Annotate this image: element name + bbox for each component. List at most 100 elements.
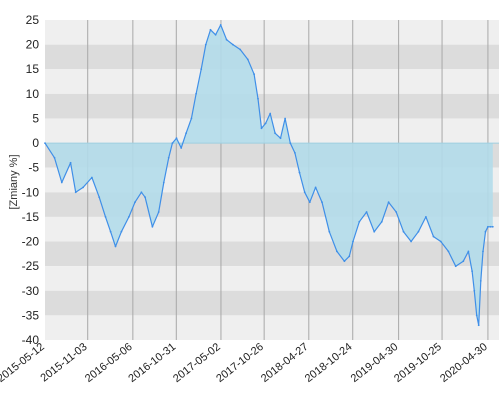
grid-band [45, 93, 499, 119]
data-point [303, 191, 306, 194]
data-point [157, 211, 160, 213]
data-point [417, 230, 420, 233]
data-point [144, 196, 147, 199]
data-point [246, 58, 249, 61]
data-point [214, 33, 217, 36]
data-point [162, 181, 165, 184]
y-tick-label: -40 [22, 333, 40, 347]
data-point [190, 117, 193, 120]
y-tick-label: 20 [26, 38, 40, 52]
data-point [98, 196, 101, 199]
data-point [82, 186, 84, 189]
data-point [489, 225, 492, 228]
data-point [380, 220, 383, 223]
y-tick-label: -5 [28, 161, 39, 175]
x-axis: 2015-05-122015-11-032016-05-062016-10-31… [0, 341, 490, 385]
x-tick-label: 2020-04-30 [438, 341, 490, 385]
x-tick-label: 2017-05-02 [171, 341, 223, 385]
data-point [373, 230, 376, 233]
series-area [45, 24, 493, 326]
data-point [454, 265, 457, 268]
x-tick-label: 2015-11-03 [38, 341, 89, 385]
data-point [358, 220, 361, 223]
data-point [447, 250, 450, 253]
y-tick-label: -15 [22, 210, 40, 224]
data-point [151, 225, 154, 228]
y-tick-label: 15 [26, 62, 40, 76]
data-point [425, 216, 427, 218]
x-tick-label: 2016-05-06 [83, 341, 135, 385]
data-point [471, 270, 473, 272]
data-point [328, 230, 331, 233]
data-point [53, 156, 56, 159]
data-point [167, 156, 170, 159]
x-tick-label: 2019-10-25 [392, 341, 444, 385]
x-tick-label: 2019-04-30 [349, 341, 401, 385]
data-point [279, 137, 282, 140]
data-point [175, 137, 178, 140]
x-tick-label: 2015-05-12 [0, 341, 47, 385]
data-point [348, 255, 351, 258]
data-point [260, 127, 263, 130]
y-tick-label: -10 [22, 185, 40, 199]
data-point [127, 216, 130, 218]
data-point [336, 250, 338, 253]
grid-band [45, 266, 499, 291]
data-point [74, 191, 77, 194]
data-point [314, 186, 317, 189]
y-tick-label: -35 [22, 308, 40, 322]
data-point [140, 191, 143, 194]
data-point [69, 161, 72, 164]
data-point [289, 142, 292, 145]
data-point [225, 38, 228, 41]
data-point [467, 250, 470, 253]
data-point [185, 132, 188, 135]
grid-band [45, 290, 499, 316]
y-axis-label: [Zmiany %] [8, 154, 20, 209]
data-point [195, 92, 198, 95]
data-point [321, 201, 323, 204]
data-point [232, 43, 234, 46]
data-point [120, 230, 123, 233]
y-tick-label: 5 [32, 111, 39, 125]
data-point [204, 43, 207, 46]
data-point [473, 289, 476, 292]
y-tick-label: 0 [32, 136, 39, 150]
x-tick-label: 2016-10-31 [126, 341, 178, 385]
data-point [410, 240, 412, 243]
data-point [60, 181, 63, 184]
data-point [104, 216, 107, 218]
data-point [209, 28, 212, 31]
y-tick-label: 25 [26, 13, 40, 27]
data-point [308, 201, 311, 204]
data-point [387, 201, 390, 204]
data-point [432, 235, 435, 238]
data-point [269, 112, 272, 115]
data-point [109, 230, 112, 233]
data-point [253, 73, 256, 76]
data-point [395, 211, 398, 213]
data-point [264, 122, 267, 125]
data-point [491, 225, 494, 228]
data-point [171, 142, 174, 145]
data-point [44, 142, 46, 145]
y-tick-label: -20 [22, 235, 40, 249]
data-point [239, 48, 242, 51]
y-tick-label: -25 [22, 259, 40, 273]
y-axis: 25 20 15 10 5 0 -5 -10 -15 -20 -25 -30 -35 -40 [22, 13, 40, 347]
data-point [200, 68, 203, 71]
x-tick-label: 2018-04-27 [259, 341, 311, 385]
data-point [402, 230, 405, 233]
grid-band [45, 44, 499, 70]
data-point [484, 230, 487, 233]
series-layer [44, 24, 499, 327]
y-tick-label: -30 [22, 284, 40, 298]
x-tick-label: 2018-10-24 [303, 341, 355, 385]
data-point [284, 117, 286, 120]
data-point [91, 176, 93, 179]
data-point [462, 260, 465, 263]
grid-band [45, 20, 499, 45]
x-tick-label: 2017-10-26 [214, 341, 266, 385]
y-tick-label: 10 [26, 87, 40, 101]
